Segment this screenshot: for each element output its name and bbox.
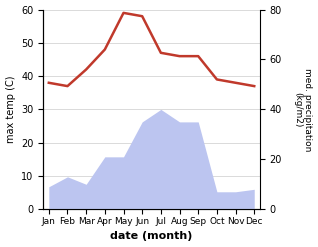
- X-axis label: date (month): date (month): [110, 231, 193, 242]
- Y-axis label: med. precipitation
(kg/m2): med. precipitation (kg/m2): [293, 68, 313, 151]
- Y-axis label: max temp (C): max temp (C): [5, 76, 16, 143]
